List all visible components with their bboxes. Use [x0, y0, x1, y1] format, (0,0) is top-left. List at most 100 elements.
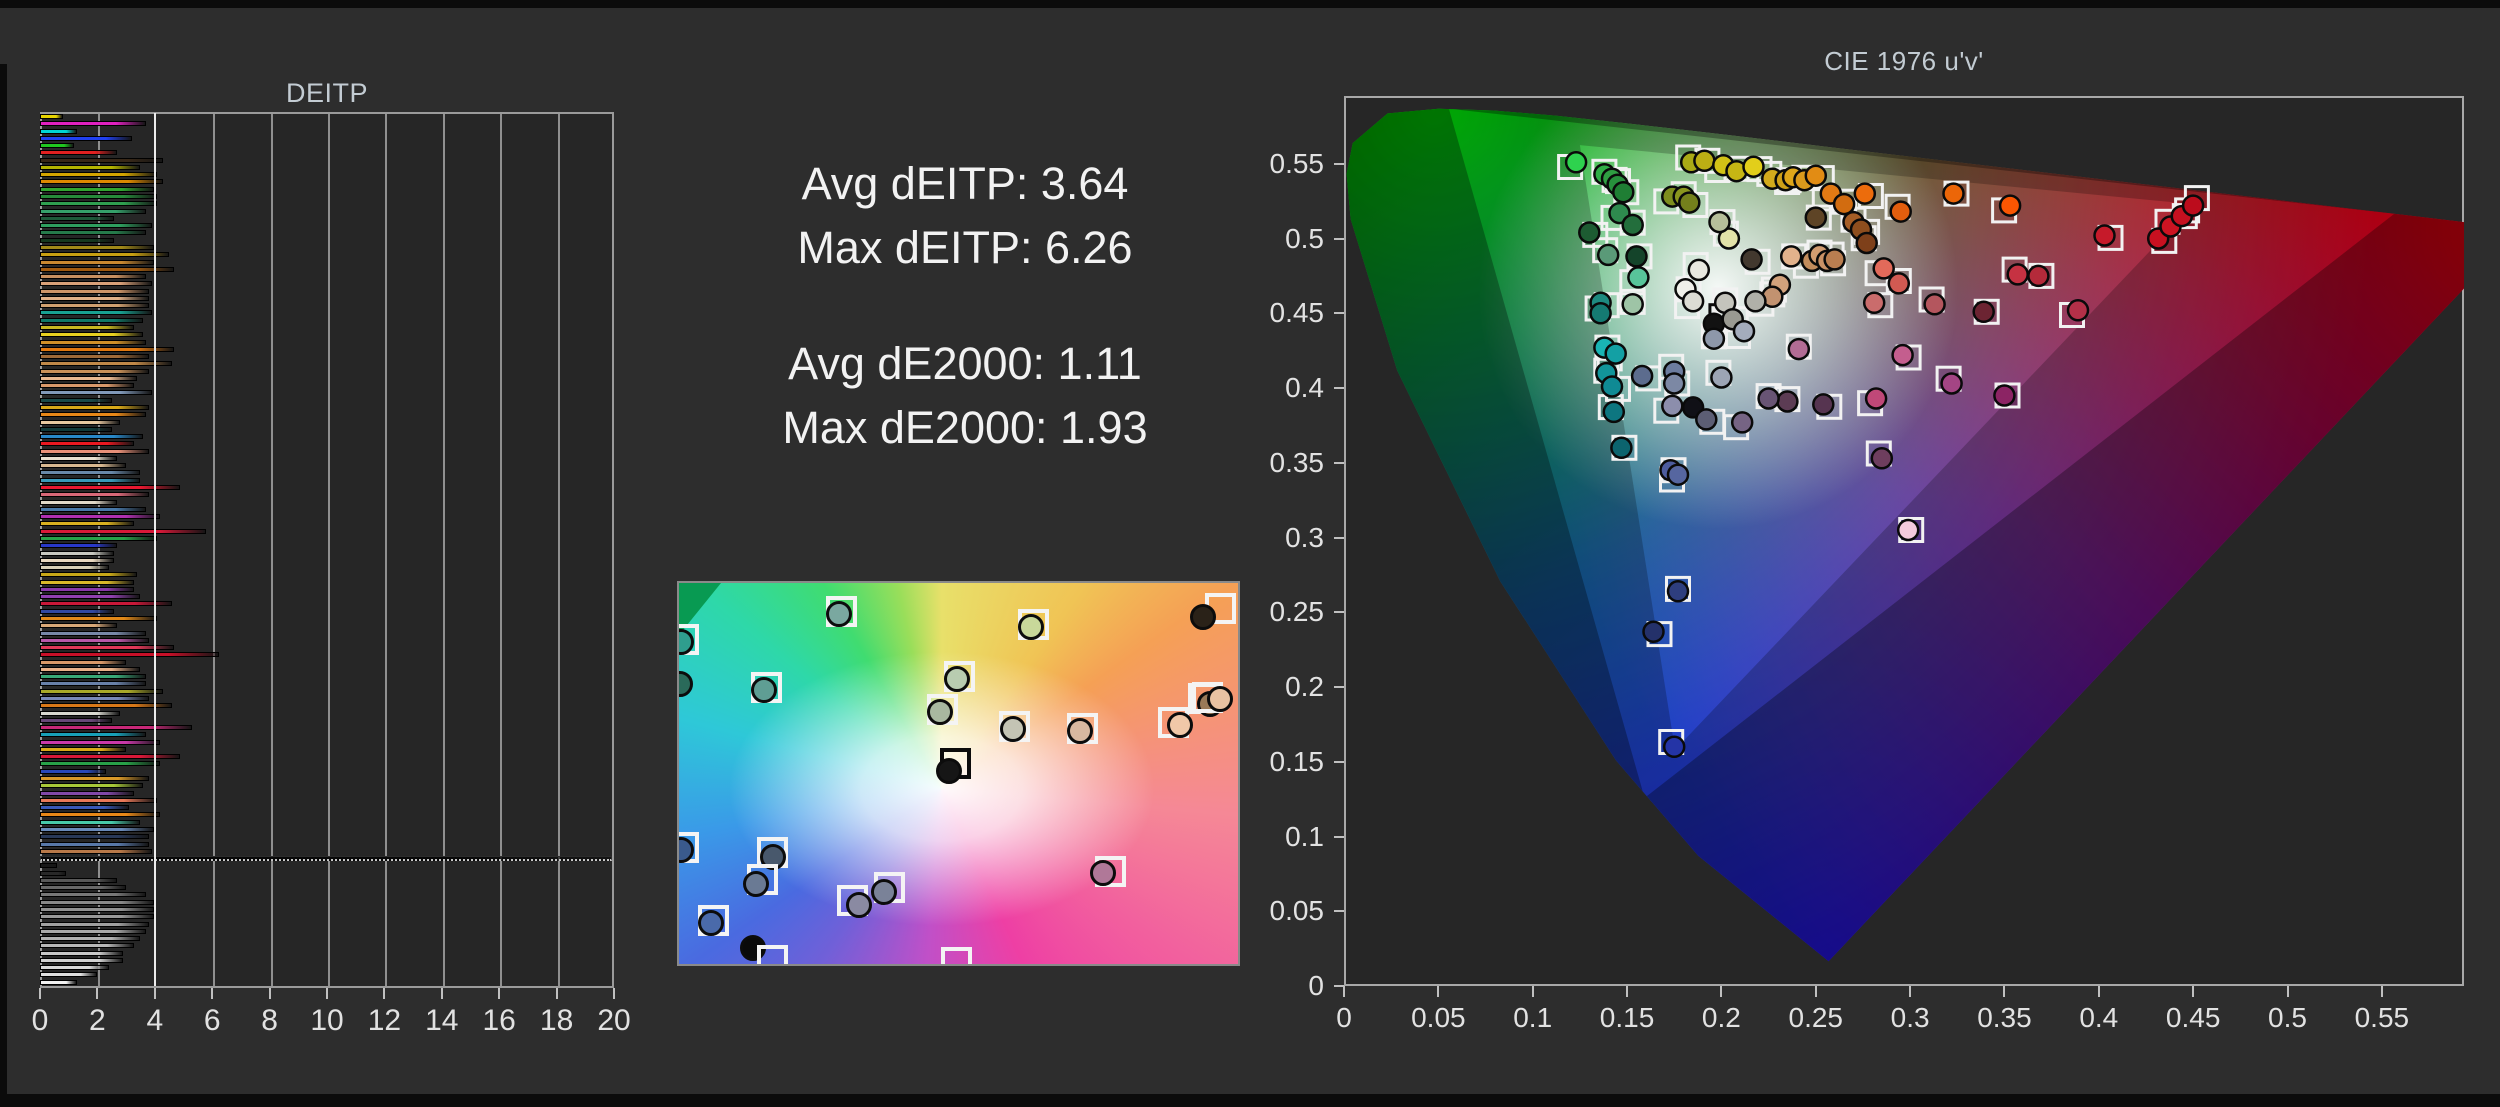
ab-measured-point [750, 677, 777, 704]
ab-measured-point [742, 870, 769, 897]
cie-x-tick [1437, 986, 1440, 997]
deitp-gridline [270, 114, 273, 986]
deitp-bar [40, 506, 146, 512]
cie-measured-point [1804, 206, 1828, 229]
deitp-gridline [385, 114, 388, 986]
deitp-bar [40, 863, 58, 869]
cie-measured-point [1779, 245, 1803, 268]
outside-wide-gamut-dim [1346, 108, 2464, 962]
deitp-bar [40, 979, 78, 985]
cie-y-tick-label: 0.55 [1269, 147, 1325, 179]
deitp-bar [40, 164, 141, 170]
cie-measured-point [1564, 151, 1588, 174]
deitp-bar [40, 514, 161, 520]
ab-measured-point [679, 670, 694, 697]
deitp-bar [40, 557, 115, 563]
deitp-bar [40, 405, 149, 410]
summary-stats: Avg dEITP: 3.64 Max dEITP: 6.26 Avg dE20… [620, 152, 1310, 460]
cie-y-tick [1334, 312, 1344, 315]
cie-x-tick [1626, 986, 1629, 997]
ab-measured-point [1089, 860, 1116, 887]
cie-measured-point [1896, 518, 1920, 542]
ab-plane-detail-chart [677, 581, 1240, 966]
deitp-bar [40, 572, 138, 578]
deitp-bar [40, 535, 158, 541]
cie-measured-point [1695, 408, 1718, 431]
cie-x-tick [2286, 986, 2289, 997]
avg-deitp-stat: Avg dEITP: 3.64 [801, 158, 1129, 209]
deitp-bar [40, 645, 175, 651]
deitp-bars [40, 113, 612, 986]
outside-display-gamut-dim [1346, 108, 2464, 962]
cie-measured-point [1666, 463, 1690, 486]
cie-x-tick-label: 0.2 [1701, 1002, 1741, 1033]
cie-measured-point [2066, 299, 2090, 322]
cie-measured-point [1596, 243, 1620, 267]
deitp-bar [40, 950, 123, 956]
cie-x-tick-label: 0.35 [1977, 1002, 2032, 1033]
deitp-tick [153, 988, 156, 999]
cie-measured-point [1862, 291, 1886, 315]
deitp-bar [40, 135, 132, 141]
deitp-bar [40, 463, 126, 469]
cie-measured-point [1993, 384, 2016, 407]
deitp-bar [40, 172, 158, 178]
deitp-bar [40, 637, 149, 643]
deitp-bar [40, 346, 175, 352]
cie-x-tick-label: 0.25 [1788, 1002, 1844, 1033]
cie-x-tick-label: 0.45 [2165, 1002, 2221, 1033]
deitp-bar [40, 528, 206, 534]
deitp-bar [40, 485, 181, 491]
ab-target-square [679, 624, 699, 656]
cie-measured-point [1891, 343, 1914, 367]
deitp-tick-label: 6 [203, 1004, 221, 1037]
cie-measured-point [2027, 264, 2050, 288]
deitp-bar [40, 848, 152, 854]
cie-y-tick-label: 0.5 [1285, 222, 1324, 254]
cie-y-tick [1334, 985, 1344, 987]
ab-measured-point [999, 715, 1026, 742]
deitp-bar [40, 441, 135, 447]
ab-target-square [757, 945, 789, 964]
deitp-bar [40, 143, 75, 149]
cie-x-tick [1720, 986, 1723, 997]
ab-measured-point [870, 879, 897, 906]
deitp-bar [40, 499, 118, 505]
deitp-bar [40, 237, 115, 243]
deitp-bar [40, 674, 146, 680]
cie-measured-point [1864, 387, 1888, 410]
deitp-bar [40, 877, 118, 883]
deitp-bar [40, 696, 149, 701]
max-de2000-stat: Max dE2000: 1.93 [782, 402, 1148, 453]
cie-measured-point [1630, 364, 1654, 388]
deitp-bar [40, 725, 192, 731]
cie-measured-point [1661, 394, 1684, 418]
deitp-bar [40, 601, 172, 607]
cie-x-tick [2097, 986, 2100, 997]
deitp-bar [40, 201, 158, 207]
ab-measured-point [698, 910, 725, 937]
deitp-bar [40, 339, 146, 345]
deitp-bar [40, 615, 158, 621]
deitp-gridlines [42, 114, 612, 986]
stats-spacer [620, 280, 1310, 332]
cie-measured-point [1578, 221, 1601, 244]
deitp-bar [40, 659, 126, 665]
cie-y-tick [1334, 760, 1344, 763]
deitp-bar [40, 965, 109, 971]
ab-target-square [679, 831, 699, 863]
cie-y-tick [1334, 536, 1344, 539]
deitp-bar [40, 826, 155, 832]
deitp-bar [40, 936, 141, 942]
cie-measured-point [1940, 372, 1963, 395]
deitp-bar [40, 565, 109, 571]
cie-measured-point [2006, 263, 2029, 286]
ab-measured-point [826, 600, 853, 627]
deitp-bar [40, 754, 181, 760]
deitp-bar [40, 448, 149, 454]
deitp-bar [40, 914, 155, 920]
cie-measured-point [1678, 191, 1701, 214]
deitp-tick [211, 988, 214, 999]
deitp-bar [40, 259, 155, 265]
